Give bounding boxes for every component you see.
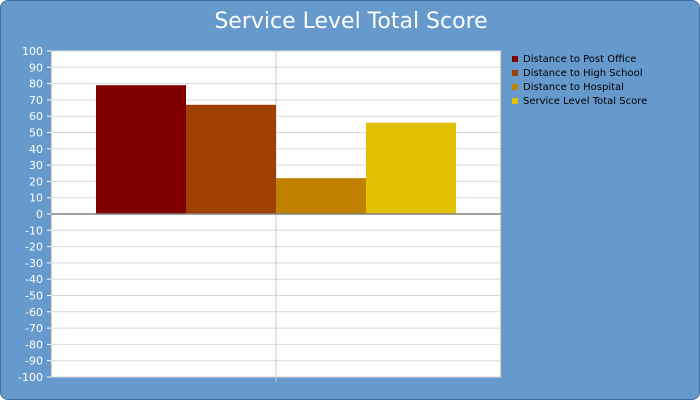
legend (504, 49, 644, 113)
y-tick-label: -50 (25, 290, 43, 303)
y-tick-label: -70 (25, 322, 43, 335)
bar-distance-to-high-school (186, 104, 276, 214)
y-tick-label: 30 (29, 159, 43, 172)
y-tick-label: -20 (25, 241, 43, 254)
y-tick-label: 100 (22, 45, 43, 58)
legend-swatch (512, 56, 518, 62)
y-tick-label: -30 (25, 257, 43, 270)
y-tick-label: 10 (29, 192, 43, 205)
y-tick-label: -80 (25, 338, 43, 351)
legend-swatch (512, 70, 518, 76)
y-tick-label: 60 (29, 110, 43, 123)
bars (96, 85, 456, 214)
y-tick-label: 40 (29, 143, 43, 156)
bar-distance-to-hospital (276, 178, 366, 214)
y-tick-label: 50 (29, 127, 43, 140)
y-tick-label: 90 (29, 61, 43, 74)
bar-service-level-total-score (366, 122, 456, 214)
y-tick-label: 20 (29, 175, 43, 188)
bar-distance-to-post-office (96, 85, 186, 214)
y-tick-label: 0 (36, 208, 43, 221)
legend-label: Service Level Total Score (523, 96, 647, 107)
legend-entries: Distance to Post Office Distance to High … (512, 54, 647, 107)
legend-label: Distance to Hospital (523, 82, 624, 93)
legend-swatch (512, 98, 518, 104)
y-tick-label: -40 (25, 273, 43, 286)
y-tick-label: -10 (25, 224, 43, 237)
y-tick-label: -60 (25, 306, 43, 319)
y-tick-label: 70 (29, 94, 43, 107)
legend-swatch (512, 84, 518, 90)
y-tick-label: 80 (29, 78, 43, 91)
chart-title: Service Level Total Score (214, 9, 488, 34)
y-tick-label: -100 (18, 371, 43, 384)
legend-label: Distance to High School (523, 68, 642, 79)
y-tick-label: -90 (25, 355, 43, 368)
legend-label: Distance to Post Office (523, 54, 636, 65)
y-axis-ticks: 1009080706050403020100-10-20-30-40-50-60… (18, 45, 51, 384)
